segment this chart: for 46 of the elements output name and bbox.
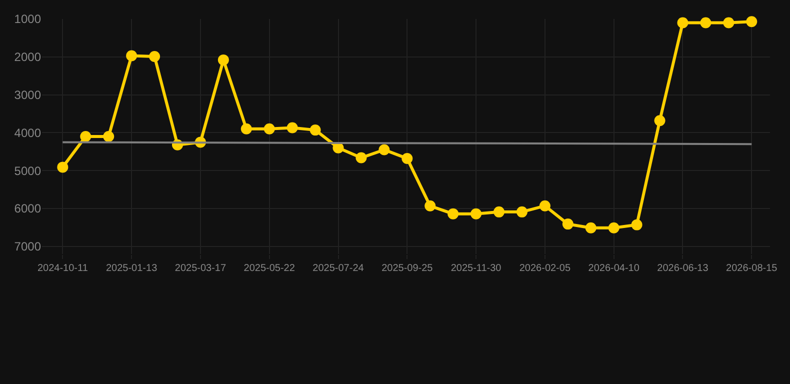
- point: [700, 17, 712, 28]
- point: [402, 152, 413, 164]
- x-tick-label: 2025-01-13: [106, 263, 158, 274]
- y-tick-label: 2000: [14, 50, 42, 64]
- point: [746, 16, 758, 28]
- x-tick-label: 2026-02-05: [519, 263, 571, 274]
- point: [149, 51, 160, 62]
- point: [240, 123, 252, 134]
- point: [126, 50, 138, 62]
- point: [103, 131, 114, 142]
- point: [677, 17, 688, 28]
- point: [585, 222, 596, 234]
- x-tick-label: 2026-08-15: [726, 263, 778, 274]
- x-tick-label: 2025-05-22: [244, 263, 296, 274]
- x-tick-label: 2024-10-11: [37, 263, 88, 274]
- point: [494, 206, 505, 218]
- y-tick-label: 5000: [14, 164, 42, 178]
- x-tick-label: 2025-03-17: [174, 263, 226, 274]
- point: [218, 54, 229, 66]
- point: [470, 208, 482, 220]
- y-tick-label: 1000: [14, 12, 42, 26]
- point: [424, 200, 436, 212]
- x-tick-label: 2026-04-10: [588, 263, 640, 274]
- point: [448, 208, 459, 220]
- point: [80, 131, 92, 142]
- point: [286, 122, 298, 134]
- y-tick-label: 4000: [14, 126, 42, 140]
- point: [654, 115, 666, 126]
- point: [562, 218, 574, 230]
- point: [57, 162, 68, 173]
- y-tick-label: 3000: [14, 88, 42, 102]
- point: [516, 206, 528, 218]
- point: [310, 124, 321, 136]
- x-tick-label: 2025-11-30: [450, 263, 502, 274]
- y-tick-label: 7000: [14, 240, 42, 254]
- point: [356, 152, 367, 164]
- y-tick-label: 6000: [14, 202, 42, 216]
- point: [378, 144, 390, 156]
- x-tick-label: 2026-06-13: [657, 263, 709, 274]
- x-tick-label: 2025-09-25: [382, 263, 434, 274]
- point: [723, 17, 734, 28]
- point: [539, 200, 550, 212]
- point: [631, 219, 642, 230]
- x-tick-label: 2025-07-24: [312, 263, 364, 274]
- point: [264, 123, 275, 134]
- point: [608, 222, 620, 234]
